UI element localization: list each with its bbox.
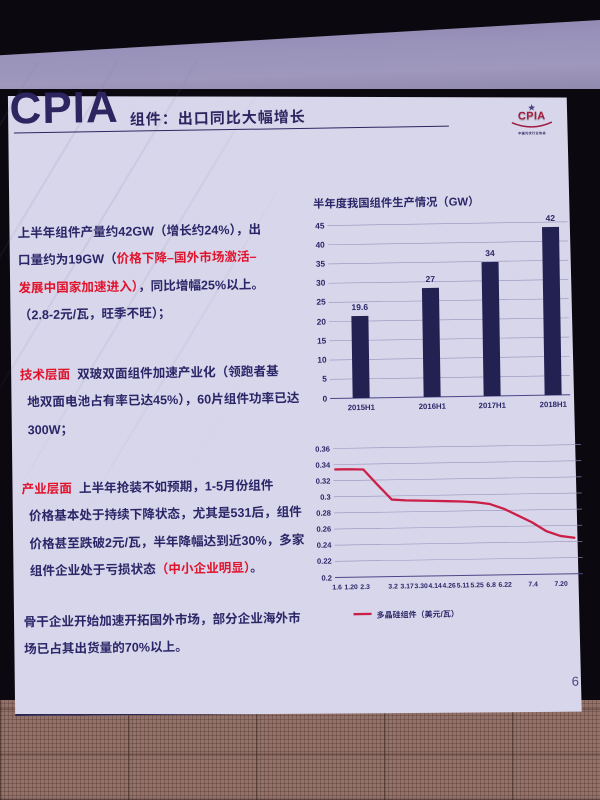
svg-text:15: 15 bbox=[317, 336, 327, 346]
svg-text:27: 27 bbox=[425, 274, 435, 284]
svg-text:3.30: 3.30 bbox=[414, 583, 428, 590]
svg-text:多晶硅组件（美元/瓦）: 多晶硅组件（美元/瓦） bbox=[376, 609, 458, 620]
svg-text:5.25: 5.25 bbox=[470, 582, 484, 589]
svg-text:0.3: 0.3 bbox=[320, 493, 331, 502]
svg-text:2017H1: 2017H1 bbox=[479, 401, 507, 410]
svg-text:0.36: 0.36 bbox=[315, 445, 330, 454]
svg-text:2018H1: 2018H1 bbox=[540, 400, 568, 409]
svg-text:0.24: 0.24 bbox=[317, 541, 333, 550]
svg-text:3.2: 3.2 bbox=[388, 583, 398, 590]
svg-text:5.11: 5.11 bbox=[457, 582, 470, 589]
svg-text:0.2: 0.2 bbox=[321, 574, 332, 583]
svg-text:2016H1: 2016H1 bbox=[419, 402, 447, 411]
svg-text:35: 35 bbox=[316, 259, 326, 269]
svg-text:25: 25 bbox=[316, 297, 326, 307]
svg-text:10: 10 bbox=[317, 355, 327, 365]
svg-text:30: 30 bbox=[316, 278, 326, 288]
svg-text:19.6: 19.6 bbox=[351, 302, 368, 312]
svg-text:1.20: 1.20 bbox=[344, 584, 358, 591]
svg-text:4.14: 4.14 bbox=[428, 583, 442, 590]
svg-text:20: 20 bbox=[317, 317, 327, 327]
svg-text:40: 40 bbox=[315, 240, 325, 250]
svg-text:1.6: 1.6 bbox=[332, 584, 342, 591]
svg-text:45: 45 bbox=[315, 221, 325, 231]
svg-text:6.22: 6.22 bbox=[498, 582, 512, 589]
svg-text:0.34: 0.34 bbox=[315, 461, 331, 470]
svg-text:42: 42 bbox=[546, 213, 556, 223]
svg-text:7.4: 7.4 bbox=[528, 581, 538, 588]
svg-text:2.3: 2.3 bbox=[360, 584, 370, 591]
svg-text:0.28: 0.28 bbox=[316, 509, 331, 518]
svg-text:4.26: 4.26 bbox=[442, 583, 456, 590]
svg-text:5: 5 bbox=[322, 374, 327, 384]
svg-text:0.22: 0.22 bbox=[317, 557, 332, 566]
svg-text:2015H1: 2015H1 bbox=[348, 403, 376, 412]
svg-text:0: 0 bbox=[322, 394, 327, 404]
svg-text:6.8: 6.8 bbox=[486, 582, 496, 589]
svg-text:7.20: 7.20 bbox=[554, 581, 568, 588]
svg-text:34: 34 bbox=[485, 248, 495, 258]
svg-text:0.32: 0.32 bbox=[316, 477, 331, 486]
svg-text:3.17: 3.17 bbox=[400, 583, 414, 590]
svg-text:0.26: 0.26 bbox=[316, 525, 331, 534]
